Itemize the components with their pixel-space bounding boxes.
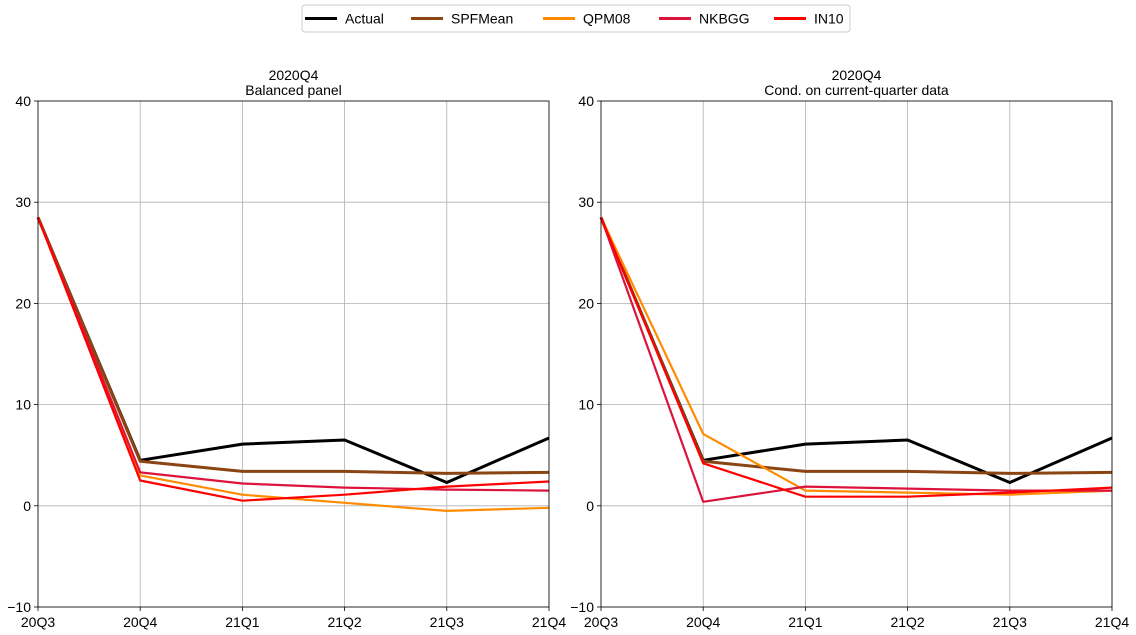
x-tick-label: 21Q2 [327,614,361,630]
legend-item-spfmean: SPFMean [411,11,513,27]
panel-title: 2020Q4 [832,67,882,83]
series-line-actual [599,216,1113,484]
legend-label: QPM08 [583,11,631,27]
legend-item-in10: IN10 [774,11,844,27]
x-tick-label: 20Q3 [584,614,618,630]
panel-subtitle: Cond. on current-quarter data [764,82,949,98]
series-line-spfmean [36,216,550,475]
y-tick-label: −10 [7,599,31,615]
legend-label: IN10 [814,11,844,27]
y-tick-label: 0 [586,498,594,514]
panel-title: 2020Q4 [269,67,319,83]
series-line-nkbgg [36,216,550,492]
series-line-nkbgg [599,217,1112,503]
panel-conditional: −10 0 10 20 30 40 20Q3 20Q4 21Q1 21Q2 21Q3 21Q4 2020… [570,67,1129,630]
y-tick-label: 0 [23,498,31,514]
x-tick-label: 21Q1 [225,614,259,630]
legend: Actual SPFMean QPM08 NKBGG IN10 [301,4,851,33]
series-line-in10 [599,216,1113,498]
x-tick-label: 21Q2 [890,614,924,630]
legend-label: NKBGG [699,11,750,27]
y-tick-label: 10 [578,397,594,413]
legend-item-qpm08: QPM08 [543,11,631,27]
x-tick-label: 20Q4 [686,614,720,630]
y-tick-label: 10 [15,397,31,413]
y-tick-label: 40 [578,93,594,109]
y-tick-label: −10 [570,599,594,615]
series-line-qpm08 [600,216,1113,496]
legend-label: SPFMean [451,11,513,27]
legend-item-actual: Actual [305,11,384,27]
axes-frame [600,100,1113,608]
panel-balanced: −10 0 10 20 30 40 20Q3 20Q4 21Q1 21Q2 21Q3 21Q4 2020… [7,67,566,630]
y-tick-label: 30 [15,194,31,210]
x-tick-label: 20Q3 [21,614,55,630]
series-line-in10 [36,217,550,502]
axes-frame [37,100,550,608]
x-tick-label: 20Q4 [123,614,157,630]
y-tick-label: 30 [578,194,594,210]
series-line-spfmean [599,216,1113,475]
x-tick-label: 21Q1 [788,614,822,630]
y-tick-label: 20 [15,295,31,311]
legend-frame [301,4,851,33]
x-tick-label: 21Q3 [993,614,1027,630]
legend-label: Actual [345,11,384,27]
x-tick-label: 21Q4 [1095,614,1129,630]
y-tick-label: 20 [578,295,594,311]
legend-item-nkbgg: NKBGG [659,11,750,27]
panel-subtitle: Balanced panel [245,82,342,98]
x-tick-label: 21Q3 [430,614,464,630]
x-tick-label: 21Q4 [532,614,566,630]
y-tick-label: 40 [15,93,31,109]
series-line-qpm08 [36,216,550,512]
series-line-actual [36,216,550,484]
